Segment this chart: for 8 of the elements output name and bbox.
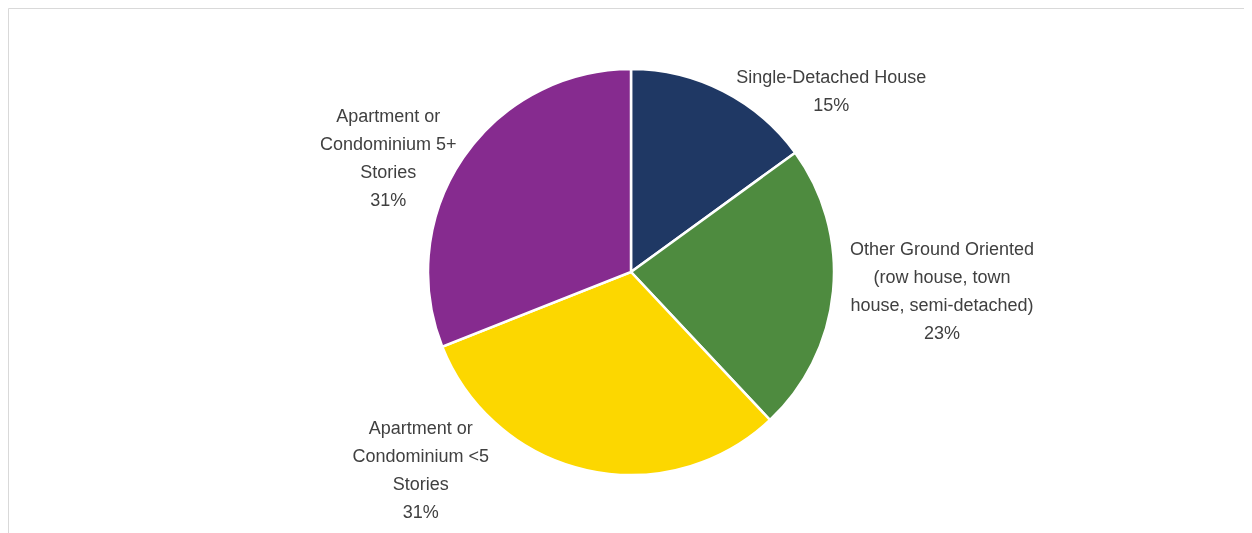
data-label: 15% [813, 95, 850, 116]
slice-label: Single-Detached House [736, 67, 927, 88]
data-label: 31% [370, 190, 407, 211]
slice-label: Apartment or Condominium 5+ Stories [320, 106, 457, 183]
slice-label: Other Ground Oriented (row house, town house, semi-detached) [849, 239, 1035, 316]
data-label: 31% [402, 502, 439, 523]
data-label: 23% [923, 323, 960, 344]
slice-label: Apartment or Condominium <5 Stories [352, 418, 490, 495]
